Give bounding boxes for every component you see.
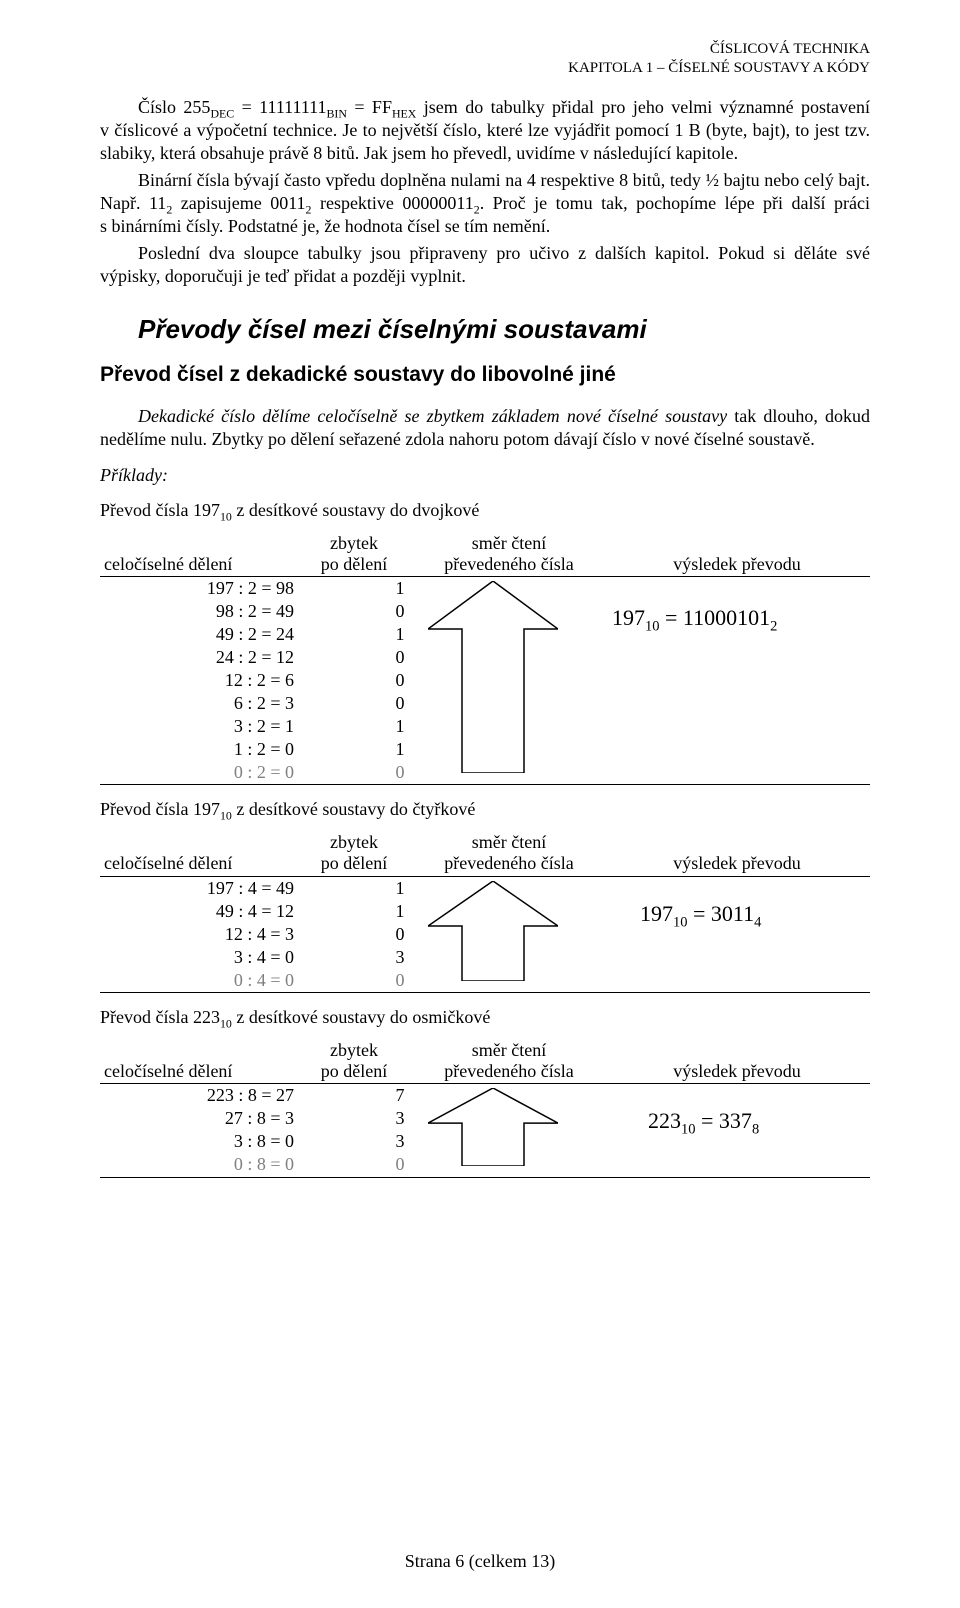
conversion-bottom-rule xyxy=(100,992,870,993)
conversion-result: 22310 = 3378 xyxy=(648,1108,759,1134)
read-direction-arrow-icon xyxy=(428,1088,558,1166)
division-cell: 12 : 2 = 6 xyxy=(100,669,340,692)
running-header: ČÍSLICOVÁ TECHNIKA KAPITOLA 1 – ČÍSELNÉ … xyxy=(100,40,870,78)
col-header-direction: směr čtenípřevedeného čísla xyxy=(414,832,604,873)
conversion-result: 19710 = 30114 xyxy=(640,901,761,927)
read-direction-arrow-icon xyxy=(428,581,558,773)
col-header-remainder: zbytekpo dělení xyxy=(294,832,414,873)
division-cell: 197 : 2 = 98 xyxy=(100,577,340,600)
header-line-2: KAPITOLA 1 – ČÍSELNÉ SOUSTAVY A KÓDY xyxy=(100,59,870,78)
division-cell: 98 : 2 = 49 xyxy=(100,600,340,623)
division-cell: 3 : 8 = 0 xyxy=(100,1130,340,1153)
col-header-result: výsledek převodu xyxy=(604,853,870,874)
conversion-example: Převod čísla 22310 z desítkové soustavy … xyxy=(100,1007,870,1178)
conversion-result: 19710 = 110001012 xyxy=(612,605,777,631)
page-footer: Strana 6 (celkem 13) xyxy=(0,1551,960,1572)
conversion-bottom-rule xyxy=(100,1177,870,1178)
division-cell: 223 : 8 = 27 xyxy=(100,1084,340,1107)
conversion-title: Převod čísla 22310 z desítkové soustavy … xyxy=(100,1007,870,1028)
col-header-division: celočíselné dělení xyxy=(100,1061,294,1082)
division-cell: 197 : 4 = 49 xyxy=(100,877,340,900)
col-header-remainder: zbytekpo dělení xyxy=(294,533,414,574)
col-header-remainder: zbytekpo dělení xyxy=(294,1040,414,1081)
read-direction-arrow-icon xyxy=(428,881,558,981)
conversion-header-row: celočíselné dělenízbytekpo dělenísměr čt… xyxy=(100,533,870,577)
division-cell: 49 : 2 = 24 xyxy=(100,623,340,646)
conversion-title: Převod čísla 19710 z desítkové soustavy … xyxy=(100,799,870,820)
conversion-header-row: celočíselné dělenízbytekpo dělenísměr čt… xyxy=(100,1040,870,1084)
method-paragraph: Dekadické číslo dělíme celočíselně se zb… xyxy=(100,405,870,451)
division-cell: 27 : 8 = 3 xyxy=(100,1107,340,1130)
conversion-body: 197 : 2 = 98198 : 2 = 49049 : 2 = 24124 … xyxy=(100,577,870,784)
division-cell: 0 : 2 = 0 xyxy=(100,761,340,784)
division-cell: 6 : 2 = 3 xyxy=(100,692,340,715)
col-header-division: celočíselné dělení xyxy=(100,853,294,874)
division-cell: 0 : 8 = 0 xyxy=(100,1153,340,1176)
conversion-bottom-rule xyxy=(100,784,870,785)
division-cell: 49 : 4 = 12 xyxy=(100,900,340,923)
body-paragraph-3: Poslední dva sloupce tabulky jsou připra… xyxy=(100,242,870,288)
body-paragraph-1: Číslo 255DEC = 11111111BIN = FFHEX jsem … xyxy=(100,96,870,165)
col-header-result: výsledek převodu xyxy=(604,554,870,575)
conversion-example: Převod čísla 19710 z desítkové soustavy … xyxy=(100,799,870,993)
col-header-direction: směr čtenípřevedeného čísla xyxy=(414,533,604,574)
page: ČÍSLICOVÁ TECHNIKA KAPITOLA 1 – ČÍSELNÉ … xyxy=(0,0,960,1608)
col-header-direction: směr čtenípřevedeného čísla xyxy=(414,1040,604,1081)
col-header-result: výsledek převodu xyxy=(604,1061,870,1082)
division-cell: 0 : 4 = 0 xyxy=(100,969,340,992)
conversion-header-row: celočíselné dělenízbytekpo dělenísměr čt… xyxy=(100,832,870,876)
division-cell: 1 : 2 = 0 xyxy=(100,738,340,761)
division-cell: 12 : 4 = 3 xyxy=(100,923,340,946)
heading-from-decimal: Převod čísel z dekadické soustavy do lib… xyxy=(100,363,870,387)
conversion-title: Převod čísla 19710 z desítkové soustavy … xyxy=(100,500,870,521)
division-cell: 3 : 2 = 1 xyxy=(100,715,340,738)
conversion-body: 223 : 8 = 27727 : 8 = 333 : 8 = 030 : 8 … xyxy=(100,1084,870,1176)
heading-conversions: Převody čísel mezi číselnými soustavami xyxy=(138,314,870,345)
col-header-division: celočíselné dělení xyxy=(100,554,294,575)
conversion-body: 197 : 4 = 49149 : 4 = 12112 : 4 = 303 : … xyxy=(100,877,870,992)
examples-container: Převod čísla 19710 z desítkové soustavy … xyxy=(100,500,870,1178)
body-paragraph-2: Binární čísla bývají často vpředu doplně… xyxy=(100,169,870,238)
division-cell: 24 : 2 = 12 xyxy=(100,646,340,669)
division-cell: 3 : 4 = 0 xyxy=(100,946,340,969)
examples-label: Příklady: xyxy=(100,465,870,486)
header-line-1: ČÍSLICOVÁ TECHNIKA xyxy=(710,41,870,57)
conversion-example: Převod čísla 19710 z desítkové soustavy … xyxy=(100,500,870,786)
